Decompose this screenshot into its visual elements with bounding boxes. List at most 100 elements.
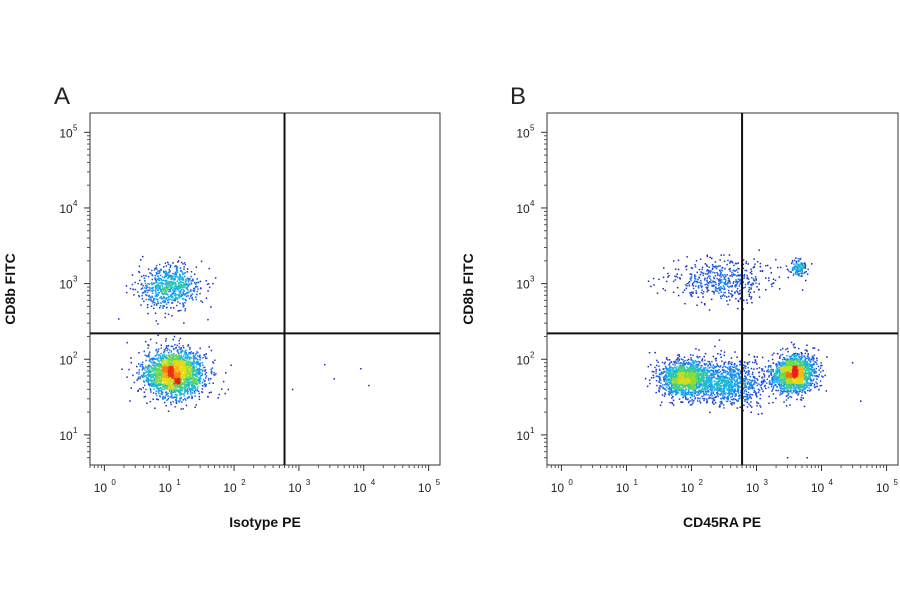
panel-b-event-dot: [685, 389, 687, 391]
panel-a-event-dot: [183, 322, 185, 324]
panel-b-event-dot: [655, 370, 657, 372]
panel-a-event-dot: [189, 388, 192, 390]
panel-b-event-dot: [689, 379, 691, 381]
panel-a-event-dot: [177, 354, 180, 356]
panel-b-event-dot: [694, 368, 696, 370]
panel-a-event-dot: [177, 369, 180, 371]
panel-a-event-dot: [190, 384, 193, 387]
panel-a-event-dot: [153, 385, 155, 388]
panel-a-event-dot: [151, 385, 153, 388]
panel-b-event-dot: [651, 370, 654, 373]
panel-b-event-dot: [655, 372, 657, 374]
panel-a-event-dot: [187, 353, 190, 355]
panel-b-event-dot: [703, 377, 706, 379]
panel-a-event-dot: [159, 364, 162, 367]
panel-a-event-dot: [156, 300, 159, 303]
panel-a-event-dot: [154, 277, 157, 280]
panel-a-event-dot: [146, 286, 148, 288]
panel-b-event-dot: [693, 366, 695, 368]
panel-b-event-dot: [807, 354, 809, 356]
panel-a-event-dot: [156, 268, 158, 270]
panel-a-event-dot: [198, 381, 200, 383]
panel-a-event-dot: [168, 377, 170, 380]
panel-a-event-dot: [170, 363, 172, 366]
panel-a-event-dot: [167, 301, 170, 304]
panel-a-event-dot: [171, 363, 174, 366]
panel-a-event-dot: [161, 368, 163, 370]
panel-b-event-dot: [665, 382, 667, 385]
panel-b-event-dot: [674, 381, 676, 383]
panel-b-event-dot: [694, 390, 696, 392]
panel-a-event-dot: [147, 268, 150, 270]
panel-a-event-dot: [178, 367, 180, 370]
panel-b-event-dot: [801, 360, 804, 362]
panel-a-event-dot: [168, 372, 170, 375]
panel-a-event-dot: [137, 363, 140, 365]
panel-a-event-dot: [168, 375, 171, 377]
panel-a-event-dot: [151, 292, 154, 294]
panel-a-event-dot: [193, 387, 195, 390]
panel-a-event-dot: [160, 369, 162, 371]
panel-a-event-dot: [188, 373, 190, 375]
panel-a-event-dot: [158, 360, 160, 362]
panel-a-event-dot: [136, 372, 138, 374]
panel-a-event-dot: [178, 352, 180, 355]
panel-a-event-dot: [140, 259, 142, 261]
panel-a-event-dot: [171, 296, 173, 298]
panel-a-event-dot: [162, 360, 165, 363]
panel-b-event-dot: [685, 375, 688, 377]
panel-a-event-dot: [198, 395, 200, 398]
panel-a-event-dot: [191, 363, 194, 365]
panel-a-event-dot: [170, 376, 173, 378]
panel-a-event-dot: [186, 291, 188, 294]
panel-a-event-dot: [175, 287, 177, 290]
panel-a-event-dot: [193, 373, 196, 375]
panel-a-event-dot: [141, 294, 143, 297]
panel-a-event-dot: [171, 345, 174, 348]
panel-a-event-dot: [154, 384, 157, 386]
panel-a-event-dot: [138, 265, 141, 268]
panel-a-event-dot: [176, 304, 178, 307]
panel-b-event-dot: [690, 372, 692, 374]
panel-a-event-dot: [153, 383, 155, 386]
panel-a-event-dot: [152, 367, 154, 369]
panel-b-event-dot: [797, 356, 800, 358]
panel-a-event-dot: [160, 357, 163, 360]
panel-a-event-dot: [173, 390, 176, 392]
panel-a-event-dot: [171, 315, 173, 317]
panel-a-event-dot: [162, 398, 165, 400]
panel-a-event-dot: [146, 371, 148, 373]
panel-a-event-dot: [190, 290, 192, 292]
panel-a-event-dot: [179, 388, 182, 390]
panel-b-event-dot: [698, 381, 701, 384]
panel-a-event-dot: [187, 376, 190, 379]
panel-a-event-dot: [156, 385, 158, 388]
panel-a-event-dot: [155, 364, 158, 367]
panel-a-event-dot: [134, 281, 136, 284]
panel-a-x-tick-exponent: 2: [241, 478, 246, 487]
panel-b-event-dot: [683, 366, 686, 368]
panel-b-event-dot: [693, 386, 696, 388]
panel-b-event-dot: [696, 394, 698, 396]
panel-a-event-dot: [175, 402, 177, 404]
panel-a-y-tick-label: 10: [59, 202, 73, 216]
panel-a-event-dot: [175, 386, 177, 388]
panel-a-event-dot: [181, 277, 183, 280]
panel-a-event-dot: [178, 362, 181, 365]
panel-b-event-dot: [695, 387, 698, 390]
panel-b-event-dot: [689, 384, 691, 386]
panel-a-event-dot: [180, 309, 182, 312]
panel-b-event-dot: [702, 368, 705, 370]
panel-a-event-dot: [137, 390, 139, 392]
panel-a-event-dot: [172, 387, 175, 389]
panel-a-event-dot: [198, 398, 201, 401]
panel-a-event-dot: [161, 372, 163, 374]
panel-a-event-dot: [163, 378, 165, 381]
panel-a-event-dot: [158, 392, 160, 395]
panel-b-event-dot: [673, 371, 675, 374]
panel-a-event-dot: [161, 301, 164, 303]
panel-a-event-dot: [190, 381, 192, 383]
panel-b-event-dot: [678, 388, 681, 390]
panel-a-event-dot: [159, 378, 161, 380]
panel-a-event-dot: [168, 284, 170, 286]
